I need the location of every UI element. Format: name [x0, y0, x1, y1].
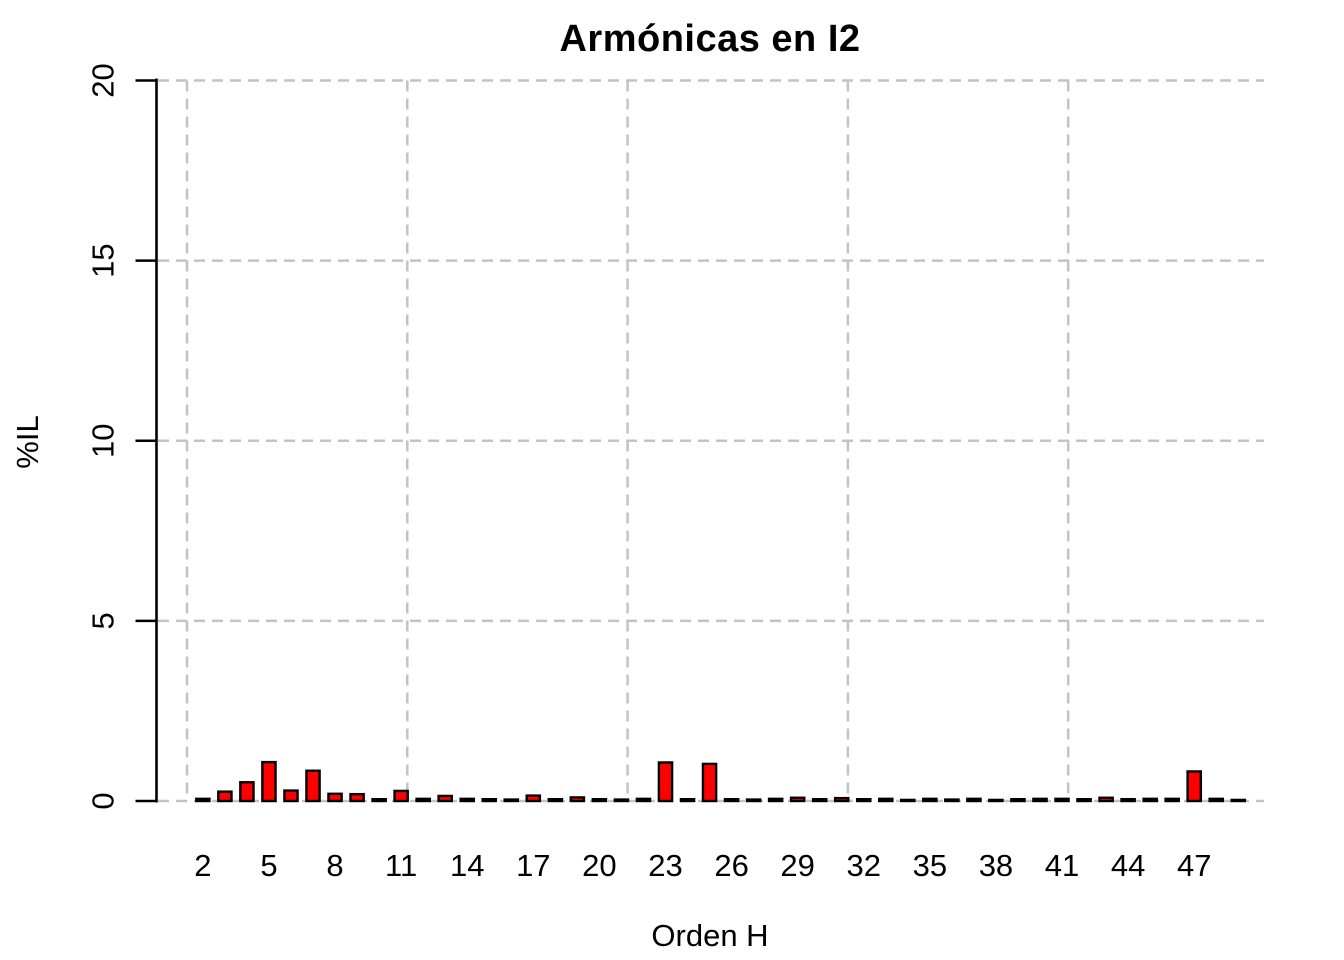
x-tick-label: 47: [1177, 848, 1211, 883]
bar: [723, 797, 740, 803]
bar: [1098, 796, 1114, 803]
bar: [305, 769, 321, 803]
x-tick-label: 29: [780, 848, 814, 883]
chart-title: Armónicas en I2: [559, 18, 861, 60]
x-tick-label: 23: [648, 848, 682, 883]
x-tick-label: 41: [1045, 848, 1079, 883]
bar: [217, 790, 233, 803]
bar: [195, 797, 211, 803]
bar: [547, 797, 564, 803]
x-tick-label: 44: [1111, 848, 1145, 883]
bar: [635, 797, 652, 803]
bar: [591, 797, 608, 803]
x-tick-label: 8: [326, 848, 343, 883]
bar: [1230, 798, 1247, 803]
bar: [1032, 797, 1048, 803]
bar: [922, 797, 938, 803]
y-tick-label: 10: [86, 424, 121, 458]
bar: [855, 797, 872, 803]
y-tick-label: 5: [86, 612, 121, 629]
bar: [701, 762, 718, 803]
bar: [657, 761, 674, 803]
bar: [415, 797, 431, 803]
bar: [1208, 797, 1225, 803]
bar: [767, 797, 784, 803]
bar: [569, 796, 586, 803]
bar: [239, 781, 255, 803]
bar: [745, 798, 762, 803]
bar: [1120, 797, 1136, 803]
bar: [437, 794, 453, 803]
x-tick-label: 20: [582, 848, 616, 883]
x-tick-label: 11: [385, 848, 417, 883]
x-tick-label: 5: [260, 848, 277, 883]
bar: [900, 798, 916, 803]
bar: [393, 789, 409, 803]
bar: [1186, 770, 1203, 803]
bar: [988, 798, 1004, 803]
bar: [877, 797, 894, 803]
bar: [679, 797, 696, 803]
bar: [1010, 797, 1026, 803]
x-tick-label: 32: [847, 848, 881, 883]
x-tick-label: 2: [194, 848, 211, 883]
y-tick-label: 20: [86, 63, 121, 97]
x-tick-label: 35: [913, 848, 947, 883]
bar: [966, 797, 982, 803]
x-tick-label: 38: [979, 848, 1013, 883]
x-axis-title: Orden H: [651, 918, 769, 953]
bar: [349, 792, 365, 803]
bar: [1164, 797, 1180, 803]
bar: [1076, 797, 1092, 803]
bar: [283, 789, 299, 803]
bar: [811, 797, 828, 803]
bar: [789, 796, 806, 803]
bar: [613, 798, 630, 803]
bar: [481, 797, 498, 803]
y-tick-label: 0: [86, 792, 121, 809]
x-tick-label: 17: [516, 848, 550, 883]
bar: [459, 797, 476, 803]
bar: [371, 797, 387, 803]
y-tick-label: 15: [86, 243, 121, 277]
bar: [944, 798, 960, 803]
bar: [261, 760, 277, 803]
bar: [525, 794, 542, 803]
x-tick-label: 26: [714, 848, 748, 883]
bar: [833, 796, 850, 803]
bar: [327, 792, 343, 803]
x-tick-label: 14: [450, 848, 484, 883]
bar: [503, 798, 520, 803]
bar: [1142, 797, 1158, 803]
bar: [1054, 797, 1070, 803]
